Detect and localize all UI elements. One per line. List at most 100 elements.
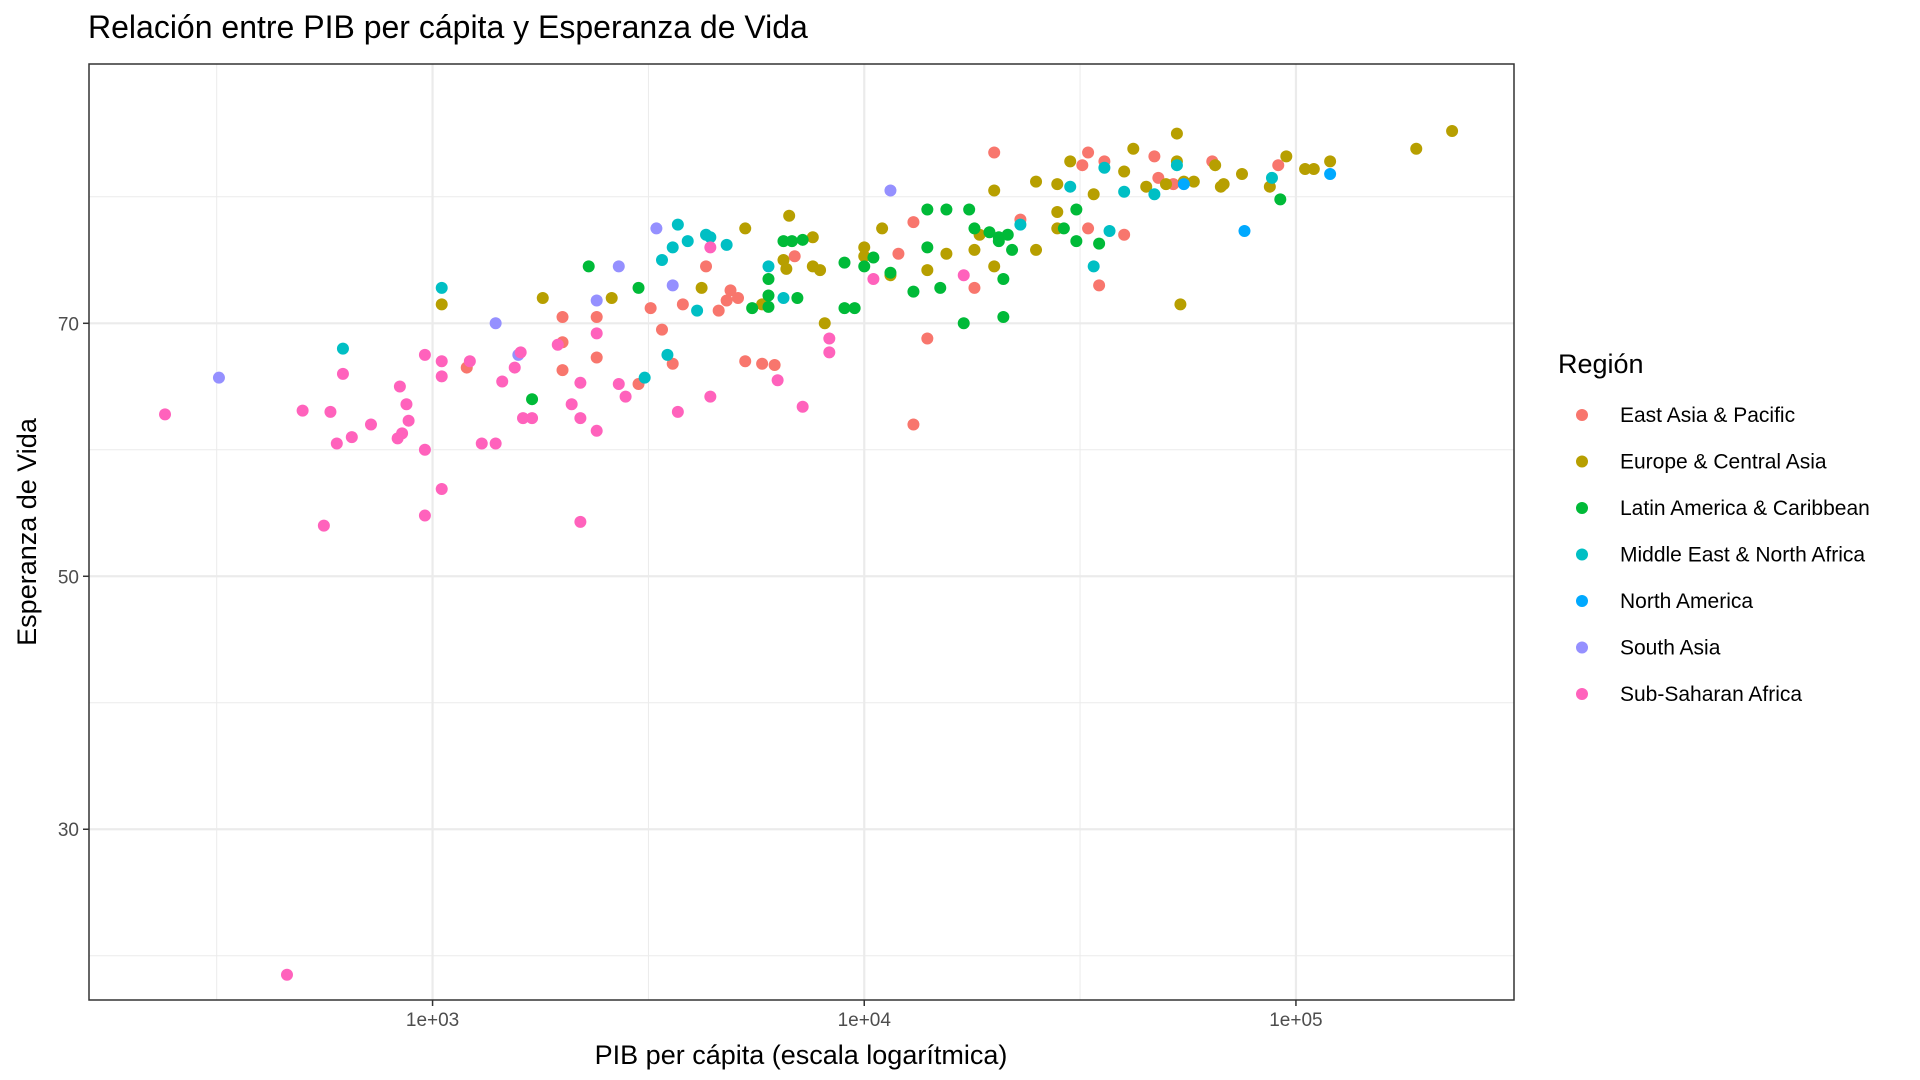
data-point (768, 359, 781, 372)
data-point (396, 427, 409, 440)
data-point (791, 292, 804, 304)
data-point (1307, 162, 1320, 175)
data-point (418, 348, 431, 361)
data-point (650, 222, 663, 235)
data-point (823, 332, 836, 345)
y-axis-title: Esperanza de Vida (12, 417, 42, 646)
y-tick-label: 70 (58, 314, 79, 335)
legend-label: Middle East & North Africa (1620, 544, 1865, 567)
data-point (704, 241, 717, 254)
data-point (463, 355, 476, 368)
data-point (1118, 228, 1131, 241)
data-point (574, 376, 587, 389)
x-tick-label: 1e+04 (838, 1010, 892, 1031)
legend-key (1576, 455, 1588, 468)
data-point (551, 338, 564, 351)
data-point (867, 273, 880, 286)
data-point (590, 310, 603, 323)
data-point (612, 378, 625, 391)
data-point (940, 247, 953, 260)
data-point (785, 235, 798, 248)
y-tick-label: 50 (58, 567, 79, 588)
data-point (1051, 205, 1064, 218)
data-point (666, 241, 679, 254)
data-point (574, 412, 587, 425)
data-point (796, 233, 809, 246)
data-point (988, 184, 1001, 197)
data-point (671, 405, 684, 418)
data-point (556, 364, 569, 377)
data-point (907, 285, 920, 298)
data-point (1001, 228, 1014, 241)
data-point (762, 260, 775, 273)
data-point (582, 260, 595, 273)
data-point (1030, 243, 1043, 256)
data-point (619, 390, 632, 403)
data-point (336, 342, 349, 355)
data-point (1093, 237, 1106, 250)
data-point (655, 323, 668, 336)
data-point (892, 247, 905, 260)
data-point (1236, 168, 1249, 181)
legend-key (1576, 502, 1588, 514)
legend-label: Sub-Saharan Africa (1620, 683, 1802, 706)
data-point (992, 235, 1005, 248)
legend-key (1576, 595, 1588, 607)
data-point (1265, 171, 1278, 184)
data-point (700, 260, 713, 273)
plot-panel-background (89, 64, 1514, 1000)
data-point (1093, 279, 1106, 292)
data-point (780, 262, 793, 275)
data-point (858, 260, 871, 273)
data-point (777, 292, 790, 304)
data-point (712, 304, 725, 317)
data-point (1103, 224, 1116, 237)
data-point (1272, 159, 1285, 172)
data-point (724, 284, 737, 297)
data-point (1030, 175, 1043, 188)
legend-key (1576, 548, 1588, 561)
data-point (1070, 235, 1083, 248)
data-point (517, 412, 530, 425)
data-point (762, 300, 775, 313)
data-point (988, 260, 1001, 273)
points-layer (159, 125, 1459, 981)
data-point (814, 264, 827, 277)
data-point (796, 400, 809, 413)
legend-key (1576, 688, 1588, 700)
data-point (676, 298, 689, 311)
data-point (435, 482, 448, 495)
data-point (884, 266, 897, 279)
data-point (739, 355, 752, 368)
data-point (402, 414, 415, 427)
legend: Región East Asia & Pacific Europe & Centr… (1558, 349, 1870, 706)
data-point (1446, 125, 1459, 138)
data-point (1082, 146, 1095, 159)
data-point (746, 302, 759, 315)
data-point (921, 332, 934, 345)
data-point (475, 437, 488, 450)
data-point (884, 184, 897, 197)
data-point (1140, 180, 1153, 193)
data-point (666, 357, 679, 370)
data-point (1014, 218, 1027, 231)
x-axis-title: PIB per cápita (escala logarítmica) (595, 1040, 1008, 1070)
data-point (681, 235, 694, 248)
data-point (1274, 193, 1287, 206)
data-point (848, 302, 861, 315)
data-point (1410, 142, 1423, 155)
data-point (940, 203, 953, 216)
data-point (997, 273, 1010, 286)
data-point (739, 222, 752, 235)
data-point (364, 418, 377, 431)
data-point (1006, 243, 1019, 256)
data-point (632, 281, 645, 294)
grid-layer (89, 64, 1514, 1000)
data-point (720, 238, 733, 251)
data-point (997, 310, 1010, 323)
x-tick-label: 1e+03 (406, 1010, 459, 1031)
data-point (1299, 162, 1312, 175)
data-point (1170, 159, 1183, 172)
data-point (418, 443, 431, 456)
plot-panel-border (88, 63, 1515, 1001)
